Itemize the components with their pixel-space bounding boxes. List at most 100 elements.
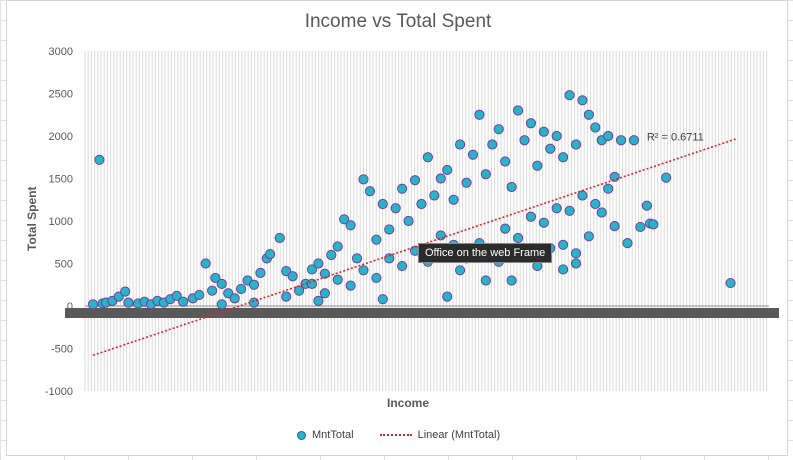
scatter-point bbox=[171, 290, 182, 301]
x-axis-category-band bbox=[65, 308, 779, 318]
scatter-point bbox=[377, 198, 388, 210]
scatter-point bbox=[287, 271, 298, 282]
scatter-point bbox=[384, 224, 395, 235]
scatter-point bbox=[725, 277, 736, 289]
scatter-point bbox=[493, 124, 504, 135]
y-tick-label: -500 bbox=[51, 344, 73, 356]
scatter-point bbox=[525, 118, 537, 129]
scatter-point bbox=[448, 194, 459, 205]
scatter-point bbox=[480, 169, 491, 180]
scatter-point bbox=[512, 232, 524, 244]
scatter-point bbox=[371, 234, 382, 245]
scatter-point bbox=[216, 299, 227, 310]
scatter-point bbox=[371, 272, 382, 284]
legend[interactable]: MntTotal Linear (MntTotal) bbox=[297, 429, 518, 441]
scatter-point bbox=[313, 295, 324, 306]
y-tick-label: 500 bbox=[55, 259, 73, 271]
scatter-point bbox=[551, 203, 562, 214]
scatter-point bbox=[661, 172, 672, 183]
vertical-gridlines bbox=[84, 51, 768, 391]
scatter-point bbox=[558, 239, 569, 250]
scatter-point bbox=[609, 221, 620, 232]
scatter-point bbox=[474, 109, 485, 120]
y-tick-label: 3000 bbox=[49, 46, 73, 58]
scatter-point bbox=[358, 174, 369, 185]
y-tick-label: 1500 bbox=[49, 174, 73, 186]
scatter-point bbox=[603, 130, 614, 142]
scatter-point bbox=[306, 278, 318, 289]
scatter-point bbox=[326, 249, 337, 261]
scatter-point bbox=[216, 278, 227, 289]
chart-area[interactable]: Income vs Total Spent -1000 -500 0 500 1000 1… bbox=[6, 0, 788, 456]
scatter-point bbox=[538, 217, 549, 228]
scatter-point bbox=[358, 265, 369, 276]
scatter-point bbox=[123, 297, 134, 308]
scatter-point bbox=[435, 173, 446, 184]
scatter-point bbox=[120, 286, 131, 297]
scatter-point bbox=[545, 143, 556, 154]
scatter-point bbox=[641, 200, 652, 211]
scatter-point bbox=[500, 223, 511, 234]
scatter-point bbox=[210, 272, 221, 284]
scatter-point bbox=[500, 156, 511, 167]
legend-item-linear[interactable]: Linear (MntTotal) bbox=[379, 429, 500, 441]
scatter-point bbox=[435, 230, 446, 241]
x-axis-baseline bbox=[65, 305, 779, 318]
scatter-point bbox=[635, 221, 646, 233]
y-tick-label: 0 bbox=[67, 301, 73, 313]
scatter-point bbox=[442, 291, 453, 302]
r-squared-label: R² = 0.6711 bbox=[647, 132, 704, 144]
scatter-point bbox=[506, 181, 517, 193]
scatter-point bbox=[319, 268, 330, 279]
scatter-point bbox=[200, 258, 211, 269]
x-axis-title: Income bbox=[387, 396, 430, 410]
scatter-point bbox=[487, 139, 498, 150]
r-squared-annotation: R² = 0.6711 bbox=[647, 132, 704, 144]
scatter-point bbox=[590, 198, 601, 210]
scatter-point bbox=[274, 232, 285, 244]
y-tick-label: 2500 bbox=[49, 89, 73, 101]
scatter-point bbox=[429, 190, 440, 201]
scatter-point bbox=[416, 198, 427, 210]
scatter-point bbox=[558, 264, 569, 275]
scatter-point bbox=[461, 177, 472, 188]
scatter-point bbox=[194, 289, 205, 301]
scatter-point bbox=[564, 205, 575, 216]
scatter-point bbox=[538, 126, 549, 137]
scatter-point bbox=[512, 105, 524, 116]
scatter-point bbox=[570, 258, 582, 269]
scatter-point bbox=[351, 253, 363, 264]
scatter-point bbox=[87, 299, 99, 310]
scatter-point bbox=[525, 211, 537, 222]
scatter-point bbox=[377, 294, 388, 305]
legend-item-mnttotal[interactable]: MntTotal bbox=[297, 429, 354, 441]
scatter-point bbox=[255, 267, 266, 278]
scatter-point bbox=[319, 288, 330, 299]
plot-area[interactable]: -1000 -500 0 500 1000 1500 2000 2500 3000 R² = 0… bbox=[7, 1, 789, 457]
scatter-point bbox=[384, 253, 395, 264]
y-tick-label: 2000 bbox=[49, 131, 73, 143]
scatter-point bbox=[609, 171, 620, 182]
scatter-point bbox=[248, 279, 260, 290]
trendline-line bbox=[92, 137, 738, 357]
scatter-point bbox=[409, 175, 421, 186]
scatter-point bbox=[603, 183, 614, 194]
scatter-point bbox=[506, 275, 517, 286]
y-axis-ticks: -1000 -500 0 500 1000 1500 2000 2500 3000 bbox=[45, 46, 73, 398]
scatter-point bbox=[422, 152, 433, 163]
scatter-points bbox=[87, 90, 736, 310]
y-axis-title: Total Spent bbox=[25, 186, 39, 251]
scatter-point bbox=[236, 283, 247, 295]
scatter-point bbox=[281, 291, 292, 302]
scatter-point bbox=[570, 248, 582, 259]
scatter-point bbox=[313, 258, 324, 269]
scatter-point bbox=[332, 241, 343, 252]
scatter-point bbox=[558, 152, 569, 163]
scatter-point bbox=[332, 274, 343, 285]
frame-tooltip: Office on the web Frame bbox=[418, 243, 553, 263]
scatter-point bbox=[454, 265, 466, 276]
y-tick-label: 1000 bbox=[49, 216, 73, 228]
chart-title: Income vs Total Spent bbox=[304, 11, 492, 32]
scatter-point bbox=[551, 130, 562, 142]
scatter-point bbox=[519, 135, 530, 146]
